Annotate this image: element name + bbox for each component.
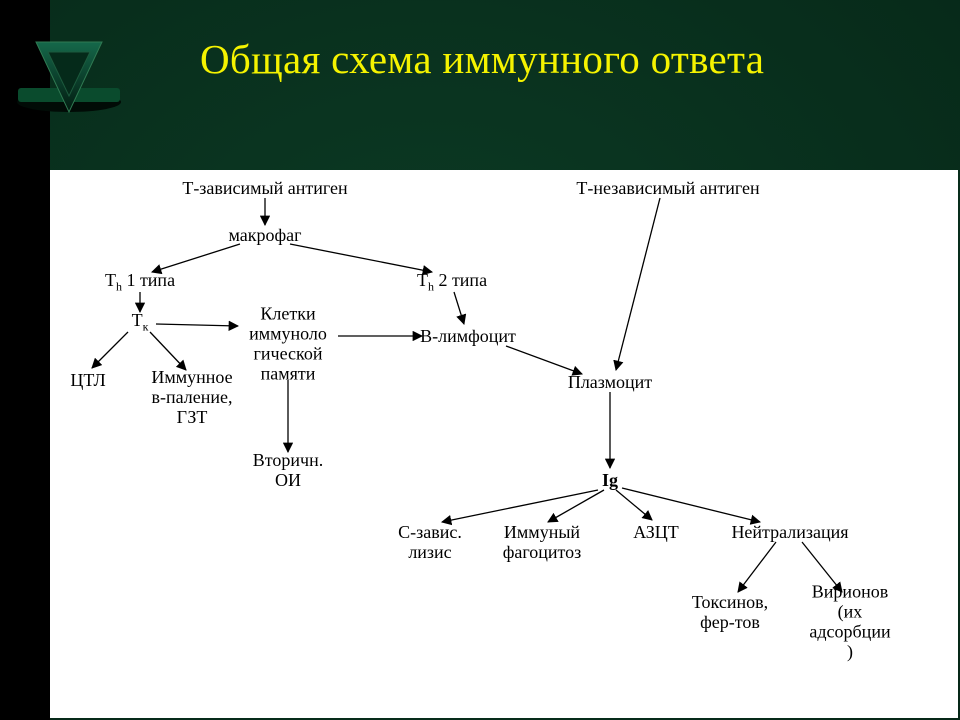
edge-tk-mem bbox=[156, 324, 238, 326]
node-mem: Клеткииммунологическойпамяти bbox=[233, 304, 343, 385]
edge-tk-ctl bbox=[92, 332, 128, 368]
node-blym: В-лимфоцит bbox=[420, 326, 516, 346]
node-virions: Вирионов(ихадсорбции) bbox=[800, 582, 900, 663]
node-t_indep: Т-независимый антиген bbox=[576, 178, 759, 198]
edge-tk-inflam bbox=[150, 332, 186, 370]
node-inflam: Иммунноев-паление,ГЗТ bbox=[137, 367, 247, 427]
flowchart: Т-зависимый антиген Т-независимый антиген… bbox=[50, 170, 958, 718]
node-tk: Тк bbox=[132, 310, 149, 334]
edge-macrophage-th1 bbox=[152, 244, 240, 272]
edge-t_indep-plasm bbox=[616, 198, 660, 370]
bullet-icon bbox=[14, 36, 124, 146]
edge-blym-plasm bbox=[506, 346, 582, 374]
node-macrophage: макрофаг bbox=[228, 225, 301, 245]
node-ctl: ЦТЛ bbox=[70, 370, 105, 390]
edge-neutr-toxins bbox=[738, 542, 776, 592]
node-ig: Ig bbox=[602, 470, 618, 490]
node-neutr: Нейтрализация bbox=[731, 522, 848, 542]
node-th2: Тh 2 типа bbox=[417, 270, 487, 294]
slide: Общая схема иммунного ответа Т-зависимый… bbox=[0, 0, 960, 720]
node-adct: АЗЦТ bbox=[633, 522, 679, 542]
node-th1: Тh 1 типа bbox=[105, 270, 175, 294]
edge-ig-clysis bbox=[442, 490, 598, 522]
node-sec_oi: Вторичн.ОИ bbox=[243, 450, 333, 490]
diagram-panel: Т-зависимый антиген Т-независимый антиген… bbox=[50, 170, 958, 718]
node-plasm: Плазмоцит bbox=[568, 372, 652, 392]
node-toxins: Токсинов,фер-тов bbox=[680, 592, 780, 632]
node-clysis: С-завис.лизис bbox=[385, 522, 475, 562]
slide-title: Общая схема иммунного ответа bbox=[200, 34, 920, 85]
node-iphago: Иммуныйфагоцитоз bbox=[487, 522, 597, 562]
edge-macrophage-th2 bbox=[290, 244, 432, 272]
node-t_dep: Т-зависимый антиген bbox=[182, 178, 347, 198]
edge-ig-neutr bbox=[622, 488, 760, 522]
edge-th2-blym bbox=[454, 292, 464, 324]
